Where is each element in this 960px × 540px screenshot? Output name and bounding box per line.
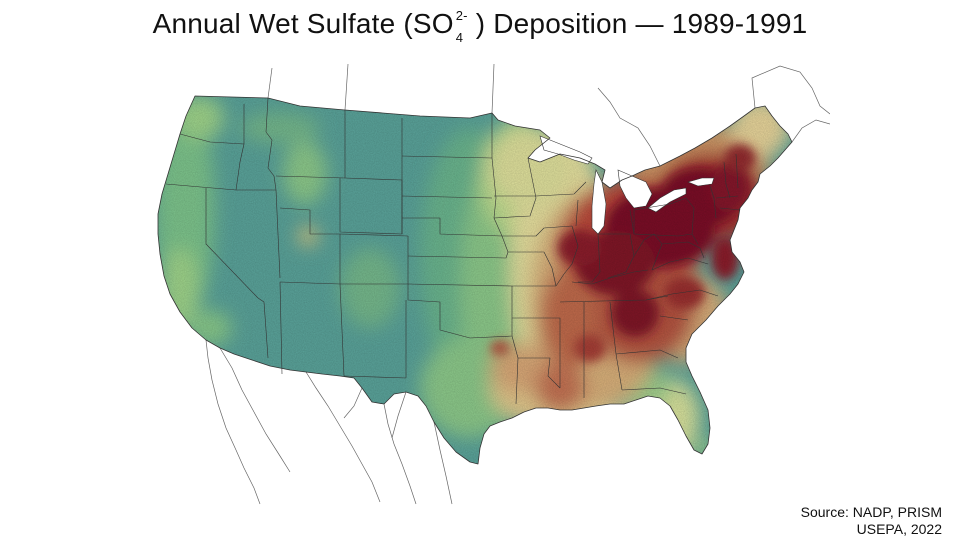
- deposition-map-svg: [157, 63, 830, 505]
- source-line-2: USEPA, 2022: [856, 521, 942, 537]
- title-subscript: 4: [455, 30, 464, 45]
- sulfate-formula-scripts: 2- 4: [454, 9, 476, 44]
- neighbor-borders: [205, 63, 830, 505]
- state-borders: [157, 95, 793, 465]
- deposition-map: [140, 58, 830, 508]
- source-line-1: Source: NADP, PRISM: [800, 504, 942, 520]
- title-superscript: 2-: [455, 8, 468, 23]
- page-title: Annual Wet Sulfate (SO 2- 4) Deposition — …: [0, 6, 960, 44]
- source-credit: Source: NADP, PRISM USEPA, 2022: [801, 504, 942, 538]
- title-prefix: Annual Wet Sulfate (SO: [152, 8, 454, 39]
- title-suffix: ) Deposition — 1989-1991: [475, 8, 808, 39]
